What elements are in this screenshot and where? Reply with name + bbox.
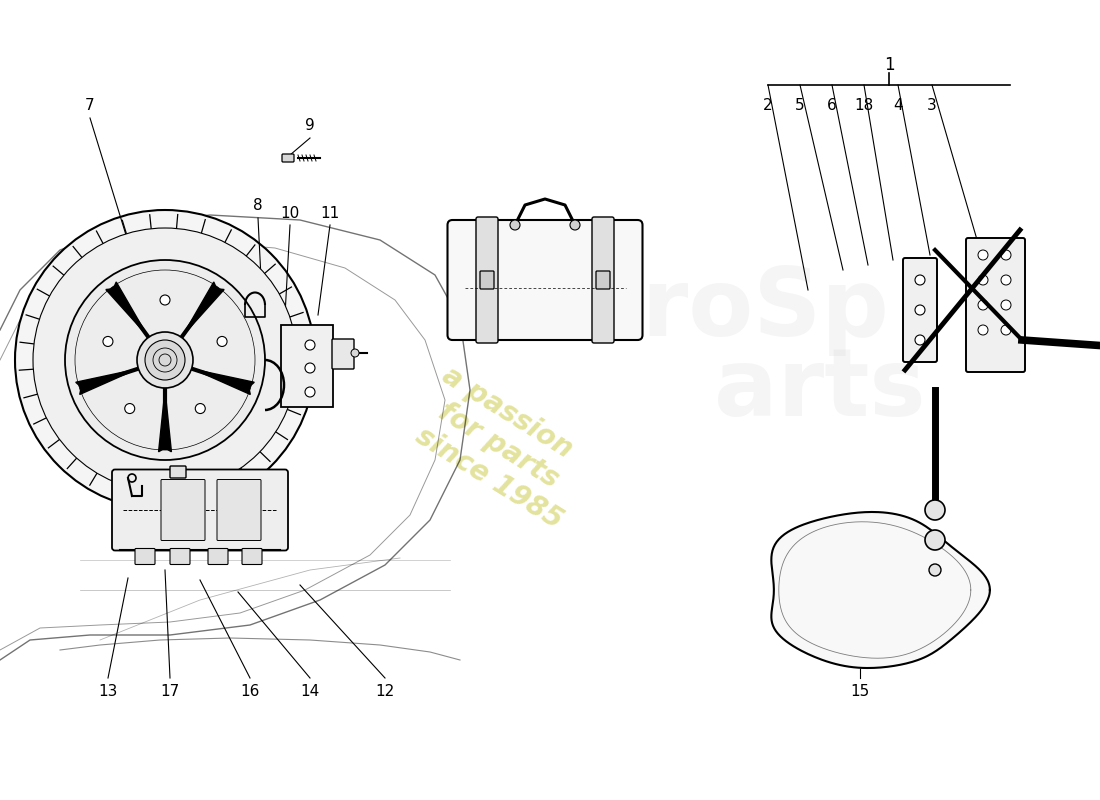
- FancyBboxPatch shape: [282, 154, 294, 162]
- FancyBboxPatch shape: [280, 325, 333, 407]
- FancyBboxPatch shape: [161, 479, 205, 541]
- Circle shape: [351, 349, 359, 357]
- Text: 11: 11: [320, 206, 340, 221]
- Circle shape: [196, 403, 206, 414]
- Circle shape: [305, 387, 315, 397]
- Circle shape: [915, 275, 925, 285]
- Circle shape: [15, 210, 315, 510]
- Text: 13: 13: [98, 685, 118, 699]
- Circle shape: [103, 337, 113, 346]
- FancyBboxPatch shape: [966, 238, 1025, 372]
- FancyBboxPatch shape: [480, 271, 494, 289]
- Text: 7: 7: [85, 98, 95, 114]
- FancyBboxPatch shape: [242, 549, 262, 565]
- Circle shape: [510, 220, 520, 230]
- Circle shape: [978, 300, 988, 310]
- Circle shape: [915, 335, 925, 345]
- Polygon shape: [76, 370, 136, 394]
- FancyBboxPatch shape: [217, 479, 261, 541]
- Text: 12: 12: [375, 685, 395, 699]
- Circle shape: [124, 403, 134, 414]
- Circle shape: [1001, 300, 1011, 310]
- FancyBboxPatch shape: [170, 466, 186, 478]
- Text: arts: arts: [714, 344, 926, 436]
- Text: 1: 1: [883, 56, 894, 74]
- FancyBboxPatch shape: [112, 470, 288, 550]
- Circle shape: [1001, 325, 1011, 335]
- Text: 4: 4: [893, 98, 903, 113]
- FancyBboxPatch shape: [170, 549, 190, 565]
- FancyBboxPatch shape: [596, 271, 611, 289]
- Polygon shape: [771, 512, 990, 668]
- Text: 16: 16: [240, 685, 260, 699]
- Polygon shape: [158, 390, 172, 452]
- Circle shape: [217, 337, 227, 346]
- FancyBboxPatch shape: [476, 217, 498, 343]
- Text: 10: 10: [280, 206, 299, 221]
- Text: 5: 5: [795, 98, 805, 113]
- Polygon shape: [194, 370, 254, 394]
- Text: 8: 8: [253, 198, 263, 214]
- Polygon shape: [106, 282, 147, 336]
- Circle shape: [138, 332, 192, 388]
- Text: 14: 14: [300, 685, 320, 699]
- Circle shape: [925, 530, 945, 550]
- Text: 15: 15: [850, 685, 870, 699]
- Circle shape: [570, 220, 580, 230]
- Text: 6: 6: [827, 98, 837, 113]
- Text: 17: 17: [161, 685, 179, 699]
- Text: a passion
  for parts
    since 1985: a passion for parts since 1985: [378, 346, 602, 534]
- Text: EuroSp: EuroSp: [510, 264, 890, 356]
- Circle shape: [145, 340, 185, 380]
- Text: 9: 9: [305, 118, 315, 134]
- Circle shape: [305, 340, 315, 350]
- Circle shape: [160, 295, 170, 305]
- FancyBboxPatch shape: [903, 258, 937, 362]
- Text: 18: 18: [855, 98, 873, 113]
- FancyBboxPatch shape: [592, 217, 614, 343]
- Circle shape: [978, 250, 988, 260]
- Circle shape: [1001, 275, 1011, 285]
- Text: 2: 2: [763, 98, 773, 113]
- Circle shape: [978, 325, 988, 335]
- Circle shape: [65, 260, 265, 460]
- Circle shape: [305, 363, 315, 373]
- Circle shape: [930, 564, 940, 576]
- Circle shape: [915, 305, 925, 315]
- FancyBboxPatch shape: [448, 220, 642, 340]
- Text: 3: 3: [927, 98, 937, 113]
- Circle shape: [33, 228, 297, 492]
- FancyBboxPatch shape: [332, 339, 354, 369]
- Polygon shape: [183, 282, 224, 336]
- FancyBboxPatch shape: [135, 549, 155, 565]
- Circle shape: [1001, 250, 1011, 260]
- Circle shape: [925, 500, 945, 520]
- FancyBboxPatch shape: [208, 549, 228, 565]
- Circle shape: [978, 275, 988, 285]
